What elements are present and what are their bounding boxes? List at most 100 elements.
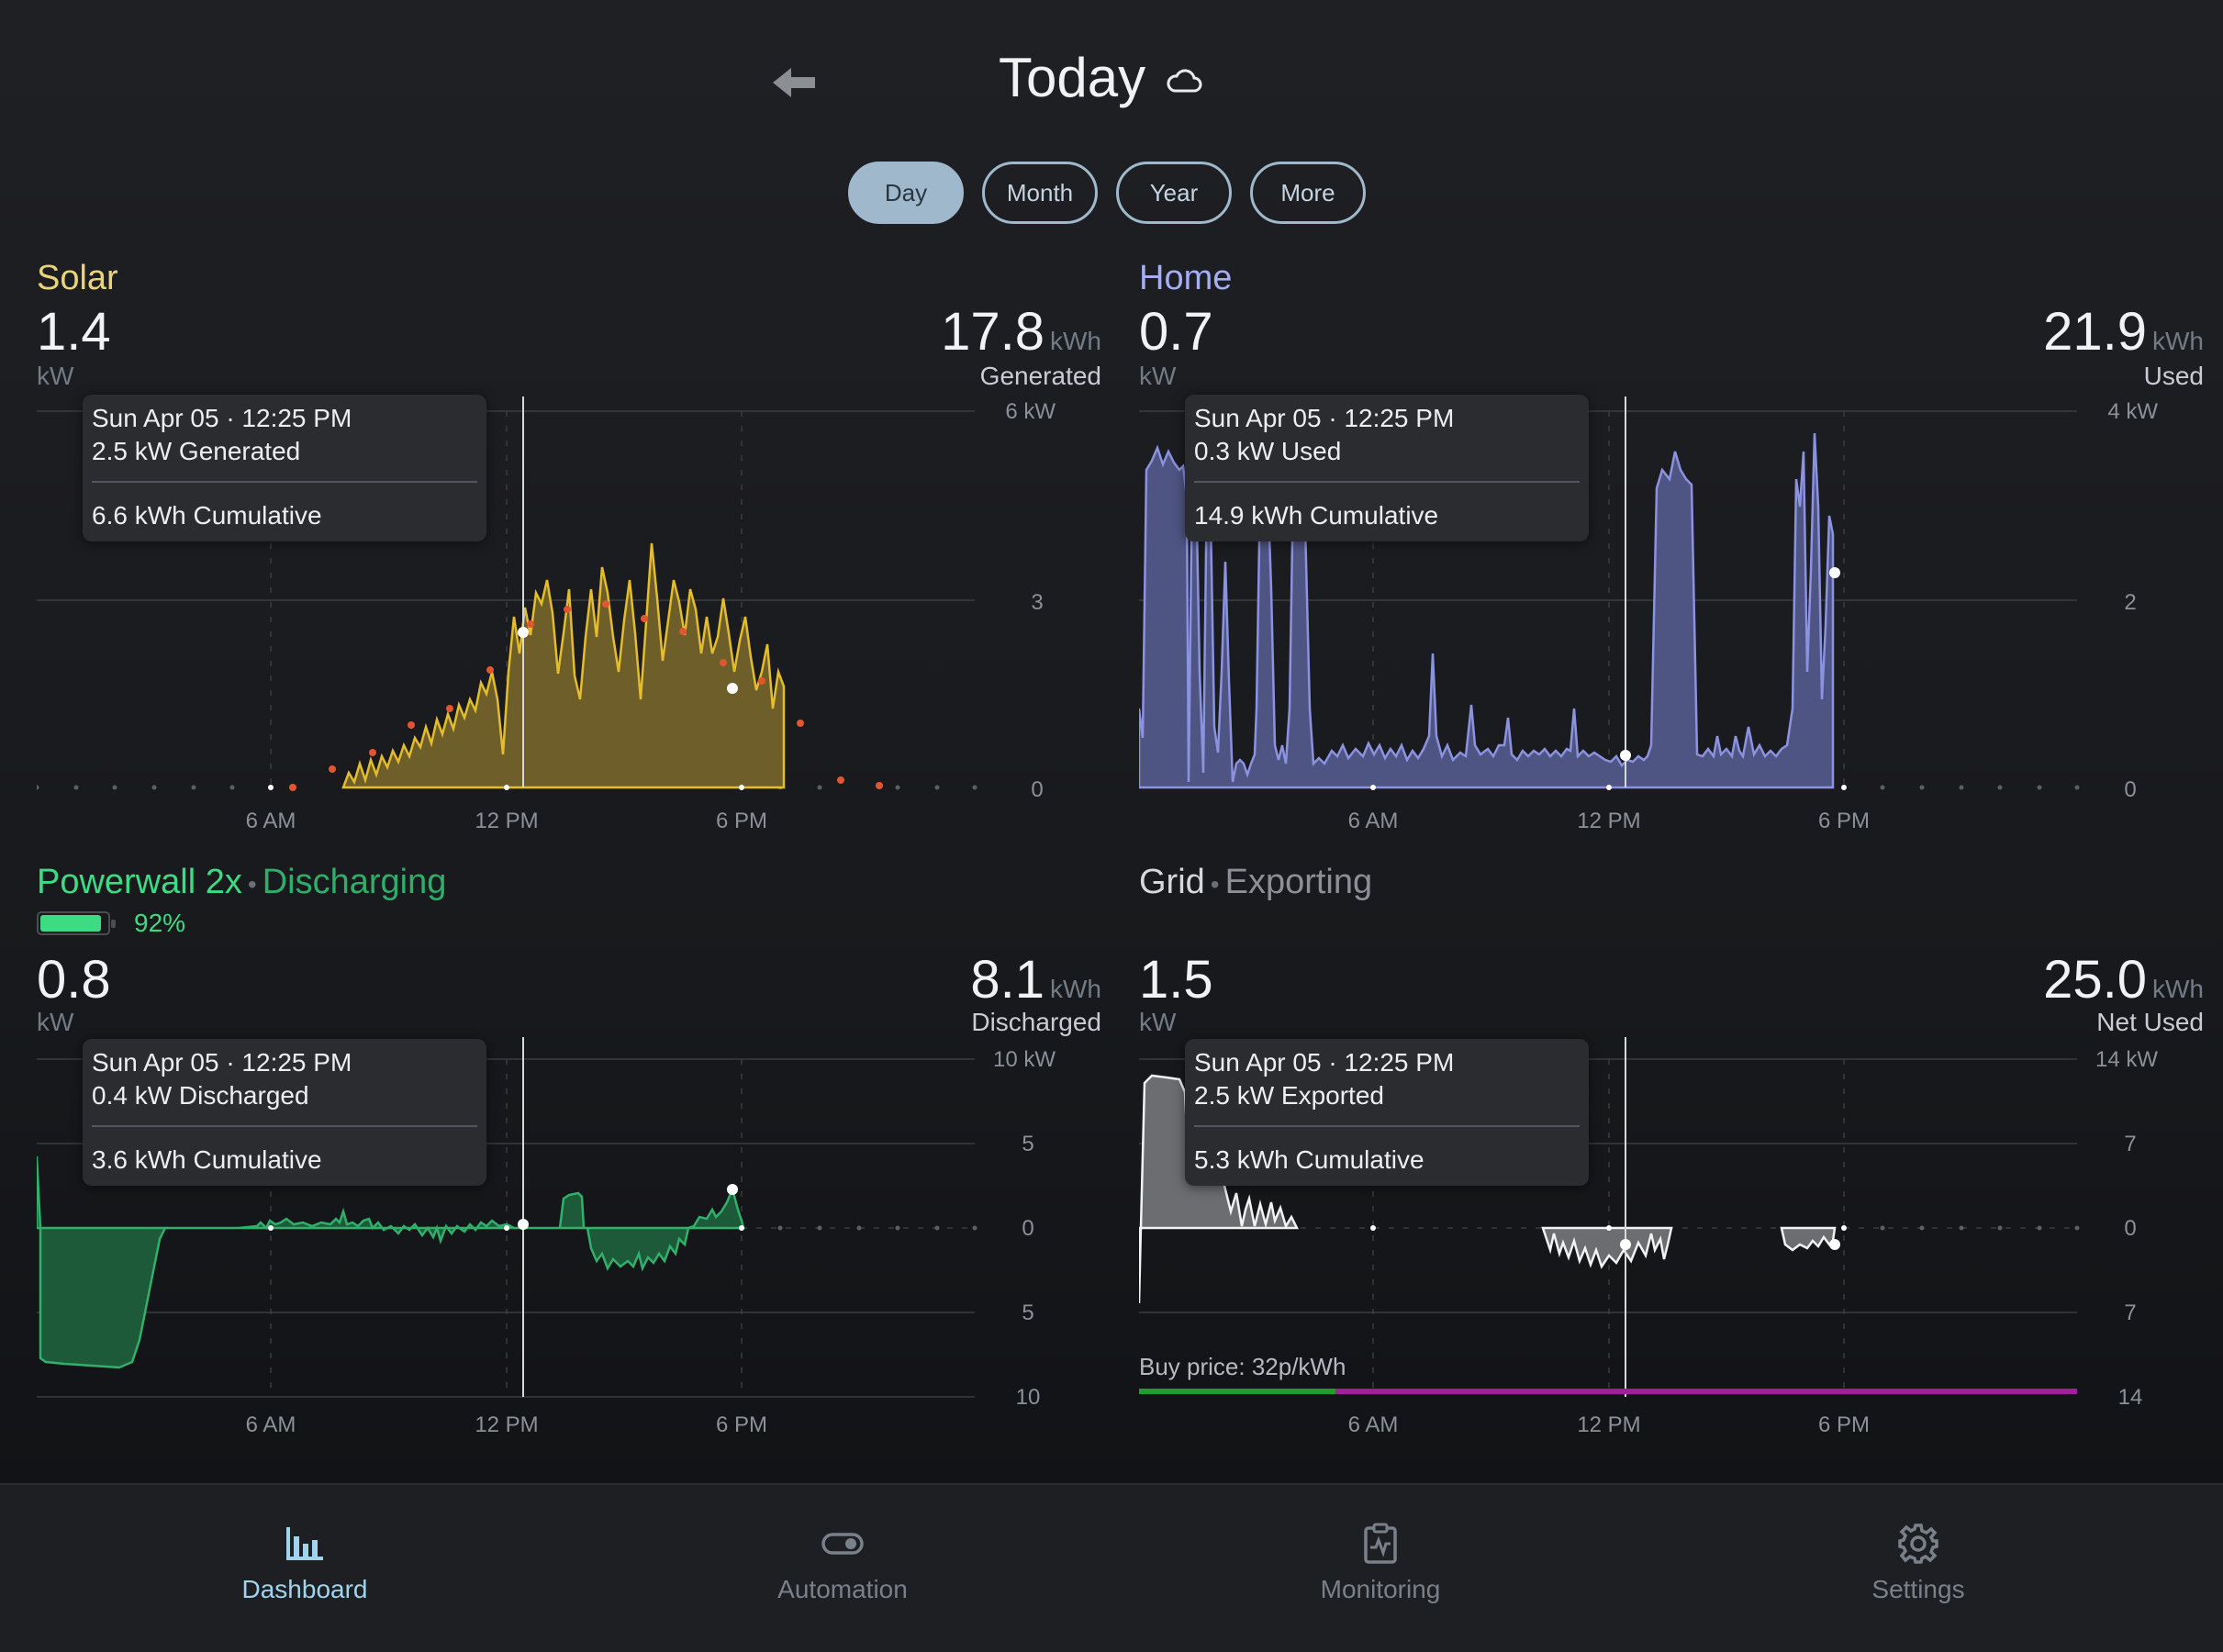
grid-title: Grid: [1139, 863, 1205, 901]
powerwall-panel[interactable]: Powerwall 2x • Discharging 92% 0.8 kW 8.1 k…: [37, 863, 1101, 1468]
nav-automation-label: Automation: [777, 1575, 908, 1603]
solar-x-tick-6am: 6 AM: [246, 809, 296, 828]
solar-y-tick-zero: 0: [1031, 777, 1043, 802]
battery-fill: [40, 915, 101, 932]
solar-total-label: Generated: [979, 362, 1101, 390]
solar-current-value: 1.4: [37, 302, 111, 362]
home-x-tick-12pm: 12 PM: [1577, 809, 1640, 828]
home-title: Home: [1139, 259, 1233, 297]
grid-x-tick-6pm: 6 PM: [1818, 1412, 1870, 1437]
bar-chart-icon: [286, 1527, 323, 1560]
grid-x-tick-12pm: 12 PM: [1577, 1412, 1640, 1437]
nav-dashboard-label: Dashboard: [241, 1575, 368, 1603]
powerwall-x-tick-12pm: 12 PM: [475, 1412, 538, 1437]
gear-icon: [1898, 1524, 1938, 1564]
powerwall-y-tick-neg5: 5: [1022, 1300, 1033, 1325]
solar-tooltip-cumulative: 6.6 kWh Cumulative: [92, 501, 322, 530]
solar-tooltip-time: Sun Apr 05 · 12:25 PM: [92, 404, 352, 432]
clipboard-pulse-icon: [1364, 1523, 1397, 1564]
title-separator: •: [247, 870, 257, 899]
grid-chart[interactable]: Buy price: 32p/kWh 14 kW 7 0 7 14 6 AM 1…: [1139, 1037, 2204, 1441]
solar-current-unit: kW: [37, 362, 74, 390]
solar-chart[interactable]: 6 kW 3 0 6 AM 12 PM 6 PM: [37, 396, 1101, 828]
nav-monitoring-label: Monitoring: [1320, 1575, 1441, 1603]
tab-year[interactable]: Year: [1116, 162, 1232, 224]
home-tooltip-value: 0.3 kW Used: [1194, 437, 1342, 465]
solar-total-unit: kWh: [1050, 327, 1101, 355]
grid-tooltip-value: 2.5 kW Exported: [1194, 1081, 1384, 1110]
grid-total: 25.0 kWh: [2043, 949, 2204, 1010]
powerwall-x-tick-6pm: 6 PM: [716, 1412, 767, 1437]
home-y-tick-zero: 0: [2124, 777, 2136, 802]
powerwall-chart[interactable]: 10 kW 5 0 5 10 6 AM 12 PM 6 PM: [37, 1037, 1101, 1441]
grid-current-unit: kW: [1139, 1008, 1177, 1036]
grid-tooltip: Sun Apr 05 · 12:25 PM 2.5 kW Exported 5.…: [1185, 1039, 1589, 1186]
powerwall-y-tick-zero: 0: [1022, 1216, 1033, 1241]
home-tooltip-cumulative: 14.9 kWh Cumulative: [1194, 501, 1439, 530]
nav-dashboard[interactable]: Dashboard: [29, 1485, 580, 1652]
grid-y-tick-neg7: 7: [2124, 1300, 2136, 1325]
powerwall-tooltip-value: 0.4 kW Discharged: [92, 1081, 309, 1110]
grid-total-value: 25.0: [2043, 950, 2147, 1010]
grid-panel[interactable]: Grid • Exporting 1.5 kW 25.0 kWh Net Used: [1139, 863, 2204, 1468]
powerwall-title: Powerwall 2x: [37, 863, 242, 901]
powerwall-total: 8.1 kWh: [970, 949, 1101, 1010]
grid-total-unit: kWh: [2152, 975, 2204, 1003]
powerwall-current-value: 0.8: [37, 950, 111, 1010]
tab-day[interactable]: Day: [848, 162, 964, 224]
home-total: 21.9 kWh: [2043, 301, 2204, 363]
home-total-label: Used: [2143, 362, 2204, 390]
powerwall-tooltip-time: Sun Apr 05 · 12:25 PM: [92, 1048, 352, 1077]
battery-nub: [111, 920, 116, 928]
grid-current-value: 1.5: [1139, 950, 1213, 1010]
nav-monitoring[interactable]: Monitoring: [1105, 1485, 1656, 1652]
powerwall-tooltip-divider: [92, 1125, 477, 1127]
nav-automation[interactable]: Automation: [567, 1485, 1118, 1652]
solar-y-tick-mid: 3: [1031, 590, 1043, 615]
home-chart[interactable]: 4 kW 2 0 6 AM 12 PM 6 PM: [1139, 396, 2204, 828]
solar-panel[interactable]: Solar 1.4 kW 17.8 kWh Generated: [37, 259, 1101, 865]
grid-total-label: Net Used: [2096, 1008, 2204, 1036]
bottom-nav: Dashboard Automation Monitoring: [0, 1483, 2223, 1652]
solar-x-tick-12pm: 12 PM: [475, 809, 538, 828]
home-current-value: 0.7: [1139, 302, 1213, 362]
tab-more[interactable]: More: [1250, 162, 1366, 224]
solar-tooltip: Sun Apr 05 · 12:25 PM 2.5 kW Generated 6…: [83, 395, 486, 541]
page-title: Today: [999, 46, 1202, 109]
grid-tooltip-time: Sun Apr 05 · 12:25 PM: [1194, 1048, 1455, 1077]
solar-x-tick-6pm: 6 PM: [716, 809, 767, 828]
powerwall-total-value: 8.1: [970, 950, 1044, 1010]
home-tooltip-divider: [1194, 481, 1580, 483]
grid-status: Exporting: [1224, 863, 1373, 901]
period-tabs: Day Month Year More: [848, 162, 1366, 224]
header: Today: [0, 37, 2223, 138]
powerwall-y-tick-5: 5: [1022, 1132, 1033, 1156]
nav-settings[interactable]: Settings: [1643, 1485, 2194, 1652]
cloud-icon: [1167, 68, 1202, 92]
home-current-unit: kW: [1139, 362, 1177, 390]
solar-tooltip-divider: [92, 481, 477, 483]
powerwall-status: Discharging: [262, 863, 447, 901]
home-total-unit: kWh: [2152, 327, 2204, 355]
solar-total-value: 17.8: [941, 302, 1044, 362]
back-arrow-icon[interactable]: [769, 57, 821, 108]
tab-month[interactable]: Month: [982, 162, 1098, 224]
grid-y-tick-7: 7: [2124, 1132, 2136, 1156]
page-title-text: Today: [999, 47, 1146, 108]
battery-icon: [37, 911, 116, 935]
grid-title-row: Grid • Exporting: [1139, 863, 1372, 902]
powerwall-total-unit: kWh: [1050, 975, 1101, 1003]
home-y-tick-max: 4 kW: [2107, 399, 2158, 424]
home-total-value: 21.9: [2043, 302, 2147, 362]
powerwall-tooltip: Sun Apr 05 · 12:25 PM 0.4 kW Discharged …: [83, 1039, 486, 1186]
solar-y-tick-max: 6 kW: [1005, 399, 1056, 424]
grid-y-tick-zero: 0: [2124, 1216, 2136, 1241]
solar-tooltip-value: 2.5 kW Generated: [92, 437, 301, 465]
powerwall-total-label: Discharged: [971, 1008, 1101, 1036]
home-panel[interactable]: Home 0.7 kW 21.9 kWh Used 4: [1139, 259, 2204, 865]
home-x-tick-6pm: 6 PM: [1818, 809, 1870, 828]
powerwall-x-tick-6am: 6 AM: [246, 1412, 296, 1437]
grid-tooltip-cumulative: 5.3 kWh Cumulative: [1194, 1145, 1424, 1174]
home-tooltip: Sun Apr 05 · 12:25 PM 0.3 kW Used 14.9 k…: [1185, 395, 1589, 541]
